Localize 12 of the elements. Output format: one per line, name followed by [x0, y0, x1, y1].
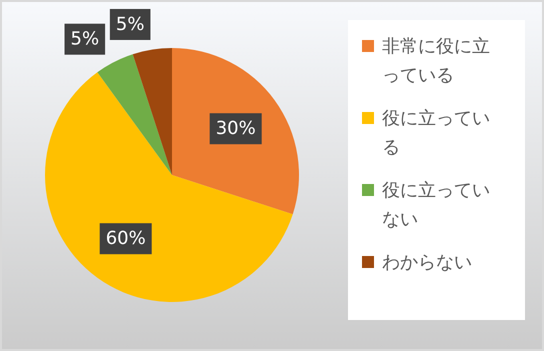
- legend-label: わからない: [382, 252, 472, 272]
- data-label: 5%: [70, 28, 100, 50]
- pie-slice: [45, 72, 293, 302]
- data-label: 60%: [106, 228, 146, 250]
- pie-slice: [172, 48, 299, 214]
- legend-label: 役に立っている: [382, 108, 490, 158]
- data-label: 5%: [116, 14, 144, 35]
- data-label: 30%: [216, 118, 256, 140]
- legend-label: 役に立っていない: [382, 180, 490, 230]
- pie-slice: [97, 54, 172, 175]
- pie-slice: [132, 48, 172, 175]
- legend-label: 非常に役に立っている: [382, 36, 490, 86]
